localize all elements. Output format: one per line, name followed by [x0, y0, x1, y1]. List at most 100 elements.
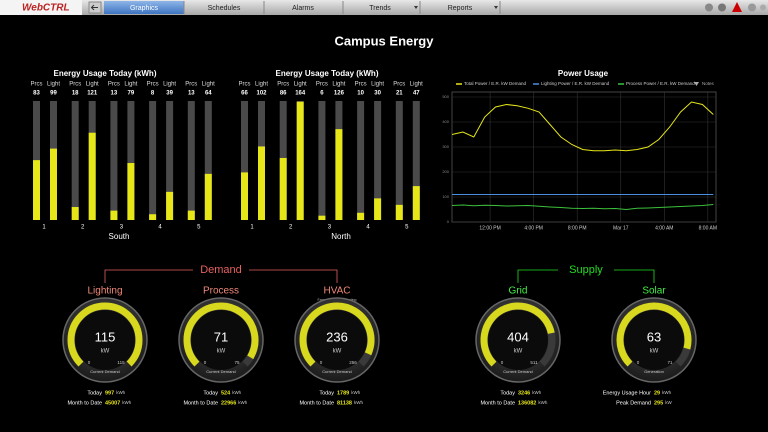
- gauge-unit: kW: [514, 349, 523, 355]
- column-header: Light: [294, 82, 307, 88]
- gauge-arc: [299, 302, 375, 367]
- section-label: Demand: [200, 264, 242, 276]
- bar: [149, 214, 157, 220]
- value-label: 83: [33, 91, 40, 97]
- y-tick-label: 400: [442, 119, 449, 124]
- stat-value: 22966: [221, 400, 236, 406]
- gauge-min: 0: [320, 360, 323, 365]
- bar: [335, 129, 343, 220]
- value-label: 66: [241, 91, 248, 97]
- gauge-min: 0: [88, 360, 91, 365]
- bar: [279, 157, 287, 220]
- bar: [187, 210, 195, 220]
- gauge-caption: Current Demand: [503, 369, 533, 374]
- notes-icon: [694, 82, 699, 86]
- notes-label: Notes: [702, 81, 715, 86]
- bar: [71, 207, 79, 220]
- stat-unit: kWh: [351, 390, 360, 395]
- gauge-caption: Current Demand: [322, 369, 352, 374]
- series-line: [451, 204, 714, 211]
- stat-label: Today: [203, 390, 218, 396]
- x-tick-label: 8:00 PM: [568, 225, 587, 231]
- column-header: Light: [410, 82, 423, 88]
- bar: [33, 160, 40, 220]
- value-label: 99: [50, 91, 57, 97]
- icon[interactable]: [748, 3, 756, 12]
- nav-tab[interactable]: Reports: [448, 5, 473, 12]
- building-label: 5: [197, 225, 201, 231]
- gauge-min: 0: [204, 360, 207, 365]
- x-tick-label: 4:00 AM: [655, 225, 673, 231]
- value-label: 21: [396, 91, 403, 97]
- stat-label: Today: [87, 390, 102, 396]
- y-tick-label: 300: [442, 144, 449, 149]
- column-header: Prcs: [108, 82, 120, 88]
- stat-label: Today: [319, 390, 334, 396]
- gauge-unit: kW: [101, 349, 110, 355]
- building-label: 4: [158, 225, 162, 231]
- stat-unit: kWh: [232, 390, 241, 395]
- stat-label: Month to Date: [183, 400, 218, 406]
- stat-value: 136082: [518, 400, 536, 406]
- legend-label: Total Power / E.R. kW Demand: [464, 81, 527, 86]
- value-label: 64: [205, 91, 212, 97]
- bar: [110, 210, 118, 220]
- nav-tab[interactable]: Graphics: [130, 5, 159, 12]
- gauge-face: [488, 310, 548, 370]
- gauge-min: 0: [637, 360, 640, 365]
- gauge-max: 71: [667, 360, 673, 365]
- series-line: [451, 101, 714, 152]
- column-header: Prcs: [355, 82, 367, 88]
- stat-label: Energy Usage Hour: [603, 390, 651, 396]
- bar: [50, 148, 57, 220]
- stat-value: 45007: [105, 400, 120, 406]
- x-tick-label: Mar 17: [613, 225, 629, 231]
- stat-unit: kWh: [532, 390, 541, 395]
- nav-tab[interactable]: Alarms: [292, 5, 314, 12]
- gauge-min: 0: [501, 360, 504, 365]
- logo-area: [0, 0, 82, 15]
- gauge-title: Process: [203, 286, 239, 297]
- column-header: Light: [255, 82, 268, 88]
- column-header: Prcs: [277, 82, 289, 88]
- value-label: 86: [280, 91, 287, 97]
- bar-track: [166, 101, 174, 220]
- gauge-value: 63: [647, 329, 661, 344]
- column-header: Prcs: [147, 82, 159, 88]
- gauge-unit: kW: [650, 349, 659, 355]
- column-header: Prcs: [239, 82, 251, 88]
- stat-unit: kWh: [354, 400, 363, 405]
- stat-value: 1789: [337, 390, 349, 396]
- gauge-arc: [67, 302, 143, 367]
- y-tick-label: 0: [447, 219, 450, 224]
- gauge-face: [624, 310, 684, 370]
- gauge-face: [75, 310, 135, 370]
- value-label: 8: [151, 91, 155, 97]
- column-header: Prcs: [316, 82, 328, 88]
- bar: [166, 191, 174, 220]
- icon[interactable]: [718, 3, 726, 12]
- stat-value: 524: [221, 390, 231, 396]
- alarm-icon[interactable]: [732, 2, 742, 12]
- nav-tab[interactable]: Schedules: [208, 5, 241, 12]
- nav-tab[interactable]: Trends: [369, 5, 391, 12]
- column-header: Prcs: [393, 82, 405, 88]
- stat-unit: kWh: [122, 400, 131, 405]
- dropdown-arrow: [414, 6, 418, 9]
- icon[interactable]: [760, 4, 766, 11]
- bar: [395, 204, 403, 220]
- toolbar-icons: [705, 2, 766, 12]
- gauge-value: 236: [326, 329, 348, 344]
- value-label: 164: [295, 91, 306, 97]
- gauge-value: 71: [214, 329, 228, 344]
- legend-label: Process Power / E.R. kW Demand: [626, 81, 695, 86]
- x-tick-label: 8:00 AM: [699, 225, 717, 231]
- stat-unit: kWh: [116, 390, 125, 395]
- logo: WebCTRL: [22, 3, 70, 14]
- legend-label: Lighting Power / E.R. kW Demand: [541, 81, 610, 86]
- icon[interactable]: [705, 3, 713, 12]
- value-label: 126: [334, 91, 345, 97]
- plot-area: [451, 91, 717, 223]
- stat-label: Month to Date: [480, 400, 515, 406]
